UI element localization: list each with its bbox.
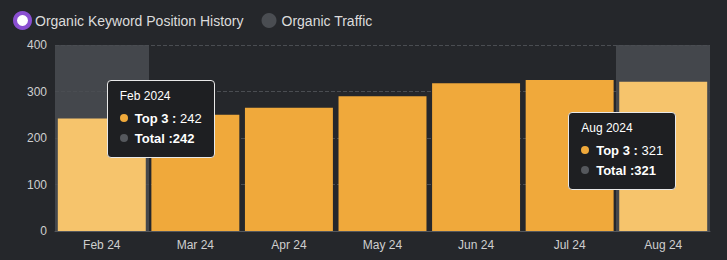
svg-text:Jul 24: Jul 24 (554, 238, 586, 252)
svg-text:400: 400 (27, 38, 47, 52)
html-text:Top 3 : 242: Top 3 : 242 (134, 111, 202, 127)
html-text:Feb 2024: Feb 2024 (119, 89, 171, 104)
html-text:Total : 242: Total : 242 (134, 131, 195, 147)
svg-text:0: 0 (40, 224, 47, 238)
svg-text:Apr 24: Apr 24 (271, 238, 307, 252)
svg-text:300: 300 (27, 85, 47, 99)
html-text:Top 3 : 321: Top 3 : 321 (596, 142, 664, 158)
svg-text:200: 200 (27, 131, 47, 145)
svg-text:Organic Traffic: Organic Traffic (282, 13, 373, 29)
svg-text:100: 100 (27, 178, 47, 192)
svg-text:Feb 24: Feb 24 (83, 238, 121, 252)
svg-text:Mar 24: Mar 24 (177, 238, 215, 252)
svg-text:Aug 24: Aug 24 (644, 238, 682, 252)
svg-text:Jun 24: Jun 24 (458, 238, 494, 252)
html-text:Aug 2024: Aug 2024 (581, 120, 633, 135)
svg-text:Organic Keyword Position Histo: Organic Keyword Position History (35, 13, 244, 29)
svg-text:May 24: May 24 (363, 238, 403, 252)
html-text:Total : 321: Total : 321 (596, 162, 656, 178)
